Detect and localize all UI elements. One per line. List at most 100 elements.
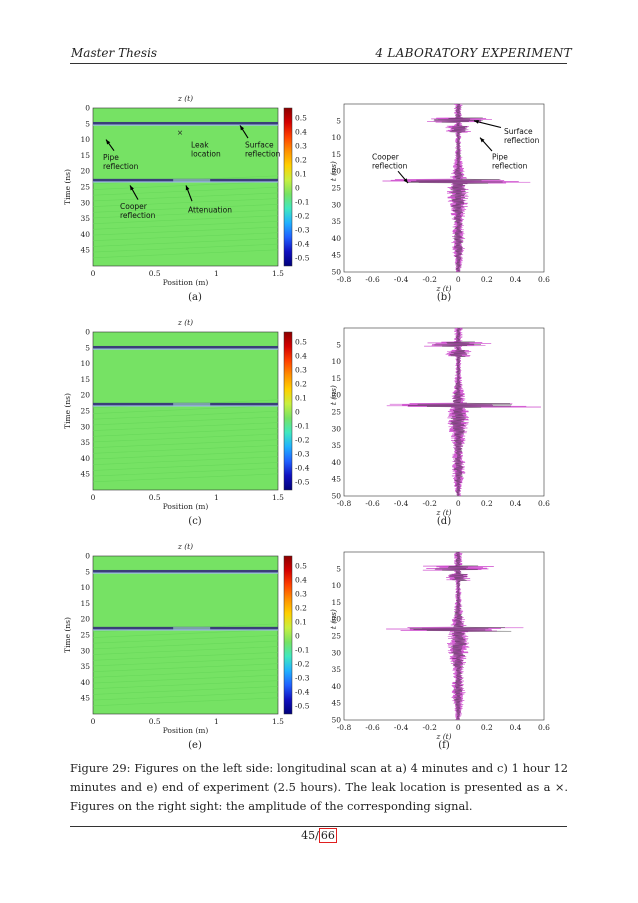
y-tick-label: 5 bbox=[336, 116, 341, 125]
texture-line bbox=[92, 181, 279, 190]
x-axis-label: Position (m) bbox=[163, 502, 209, 511]
colorbar-tick-label: 0.2 bbox=[295, 380, 307, 389]
arrow-surface bbox=[473, 120, 502, 129]
figure-a: z (t) 0 0.5 1 1.5 0 5 10 15 20 25 30 35 40 45 Position … bbox=[62, 92, 322, 287]
texture-line bbox=[92, 422, 279, 431]
colorbar-tick-label: 0.4 bbox=[295, 352, 307, 361]
y-tick-label: 10 bbox=[331, 133, 341, 142]
texture-line bbox=[92, 405, 279, 414]
y-tick-label: 40 bbox=[80, 678, 90, 687]
signal-trace-secondary bbox=[407, 103, 503, 272]
plot-area bbox=[343, 103, 545, 273]
y-tick-label: 30 bbox=[80, 198, 90, 207]
y-tick-label: 20 bbox=[80, 615, 90, 624]
y-tick-label: 45 bbox=[80, 470, 90, 479]
reflection-band-edge bbox=[93, 181, 278, 183]
texture-line bbox=[92, 226, 279, 236]
annotation-cooper: Cooper reflection bbox=[120, 202, 156, 220]
y-tick-label: 45 bbox=[80, 246, 90, 255]
y-tick-label: 50 bbox=[331, 492, 341, 501]
x-tick-label: 1.5 bbox=[272, 493, 284, 502]
y-tick-label: 40 bbox=[80, 454, 90, 463]
texture-line bbox=[92, 467, 279, 477]
y-tick-label: 35 bbox=[331, 217, 341, 226]
y-axis-label: t (ns) bbox=[329, 161, 338, 181]
y-tick-label: 5 bbox=[336, 564, 341, 573]
arrow-surface-head bbox=[474, 120, 479, 124]
x-tick-label: 0.6 bbox=[538, 275, 550, 284]
y-tick-label: 0 bbox=[85, 104, 90, 113]
annotation-pipe: Pipe reflection bbox=[103, 153, 139, 171]
x-axis-label: z (t) bbox=[435, 508, 451, 516]
colorbar-tick-label: -0.1 bbox=[295, 198, 309, 207]
plot-title: z (t) bbox=[177, 94, 193, 103]
y-tick-label: 50 bbox=[331, 716, 341, 725]
y-tick-label: 5 bbox=[85, 567, 90, 576]
x-tick-label: 0 bbox=[91, 269, 96, 278]
colorbar-tick-label: 0 bbox=[295, 632, 300, 641]
colorbar-tick-label: -0.1 bbox=[295, 422, 309, 431]
sublabel-b: (b) bbox=[436, 292, 452, 303]
x-tick-label: -0.6 bbox=[365, 499, 380, 508]
y-tick-label: 30 bbox=[331, 648, 341, 657]
colorbar-tick-label: -0.5 bbox=[295, 478, 310, 487]
y-tick-label: 20 bbox=[80, 167, 90, 176]
x-tick-label: 0.5 bbox=[149, 493, 161, 502]
x-axis-label: Position (m) bbox=[163, 278, 209, 287]
figure-d: -0.8 -0.6 -0.4 -0.2 0 0.2 0.4 0.6 5 10 15 20 25 30 35 4… bbox=[328, 316, 558, 516]
x-tick-label: 0.2 bbox=[481, 275, 493, 284]
y-tick-label: 10 bbox=[80, 135, 90, 144]
colorbar-tick-label: 0.2 bbox=[295, 156, 307, 165]
colorbar-tick-label: 0.1 bbox=[295, 394, 307, 403]
y-tick-label: 20 bbox=[80, 391, 90, 400]
page-total-link[interactable]: 66 bbox=[318, 828, 337, 843]
colorbar-tick-label: -0.1 bbox=[295, 646, 309, 655]
colorbar-tick-label: -0.4 bbox=[295, 240, 310, 249]
texture-line bbox=[92, 640, 279, 650]
y-axis-label: Time (ns) bbox=[63, 617, 72, 653]
x-tick-label: 0.5 bbox=[149, 269, 161, 278]
reflection-band-edge bbox=[93, 572, 278, 574]
x-tick-label: 0.6 bbox=[538, 499, 550, 508]
x-axis-label: z (t) bbox=[435, 732, 451, 740]
texture-line bbox=[92, 427, 279, 437]
colorbar-tick-label: 0.5 bbox=[295, 338, 307, 347]
x-tick-label: 1 bbox=[214, 269, 219, 278]
y-tick-label: 0 bbox=[85, 552, 90, 561]
y-tick-label: 10 bbox=[80, 359, 90, 368]
annotation-pipe: Pipe reflection bbox=[492, 152, 528, 170]
texture-line bbox=[92, 243, 279, 253]
colorbar-tick-label: 0.1 bbox=[295, 618, 307, 627]
texture-line bbox=[92, 198, 279, 207]
y-tick-label: 35 bbox=[80, 438, 90, 447]
arrow-attenuation-head bbox=[185, 185, 190, 191]
colorbar-tick-label: 0.3 bbox=[295, 142, 307, 151]
y-tick-label: 0 bbox=[85, 328, 90, 337]
colorbar-tick-label: -0.3 bbox=[295, 674, 310, 683]
texture-line bbox=[92, 697, 279, 707]
texture-line bbox=[92, 634, 279, 644]
arrow-pipe-head bbox=[480, 137, 485, 143]
texture-line bbox=[92, 674, 279, 684]
y-tick-label: 15 bbox=[80, 375, 90, 384]
y-tick-label: 30 bbox=[331, 200, 341, 209]
reflection-band bbox=[93, 569, 278, 573]
page-separator: / bbox=[315, 829, 319, 842]
y-tick-label: 50 bbox=[331, 268, 341, 277]
texture-line bbox=[92, 456, 279, 466]
x-tick-label: 1.5 bbox=[272, 269, 284, 278]
y-tick-label: 25 bbox=[331, 632, 341, 641]
arrow-surface-head bbox=[240, 125, 245, 131]
texture-line bbox=[92, 209, 279, 219]
y-tick-label: 20 bbox=[331, 391, 341, 400]
y-tick-label: 30 bbox=[80, 422, 90, 431]
x-axis-label: Position (m) bbox=[163, 726, 209, 735]
x-tick-label: -0.8 bbox=[337, 275, 352, 284]
reflection-band-edge bbox=[93, 405, 278, 407]
x-tick-label: 1 bbox=[214, 493, 219, 502]
sublabel-f: (f) bbox=[438, 740, 450, 751]
y-tick-label: 40 bbox=[80, 230, 90, 239]
y-axis-label: Time (ns) bbox=[63, 169, 72, 205]
x-tick-label: -0.6 bbox=[365, 275, 380, 284]
plot-title: z (t) bbox=[177, 318, 193, 327]
